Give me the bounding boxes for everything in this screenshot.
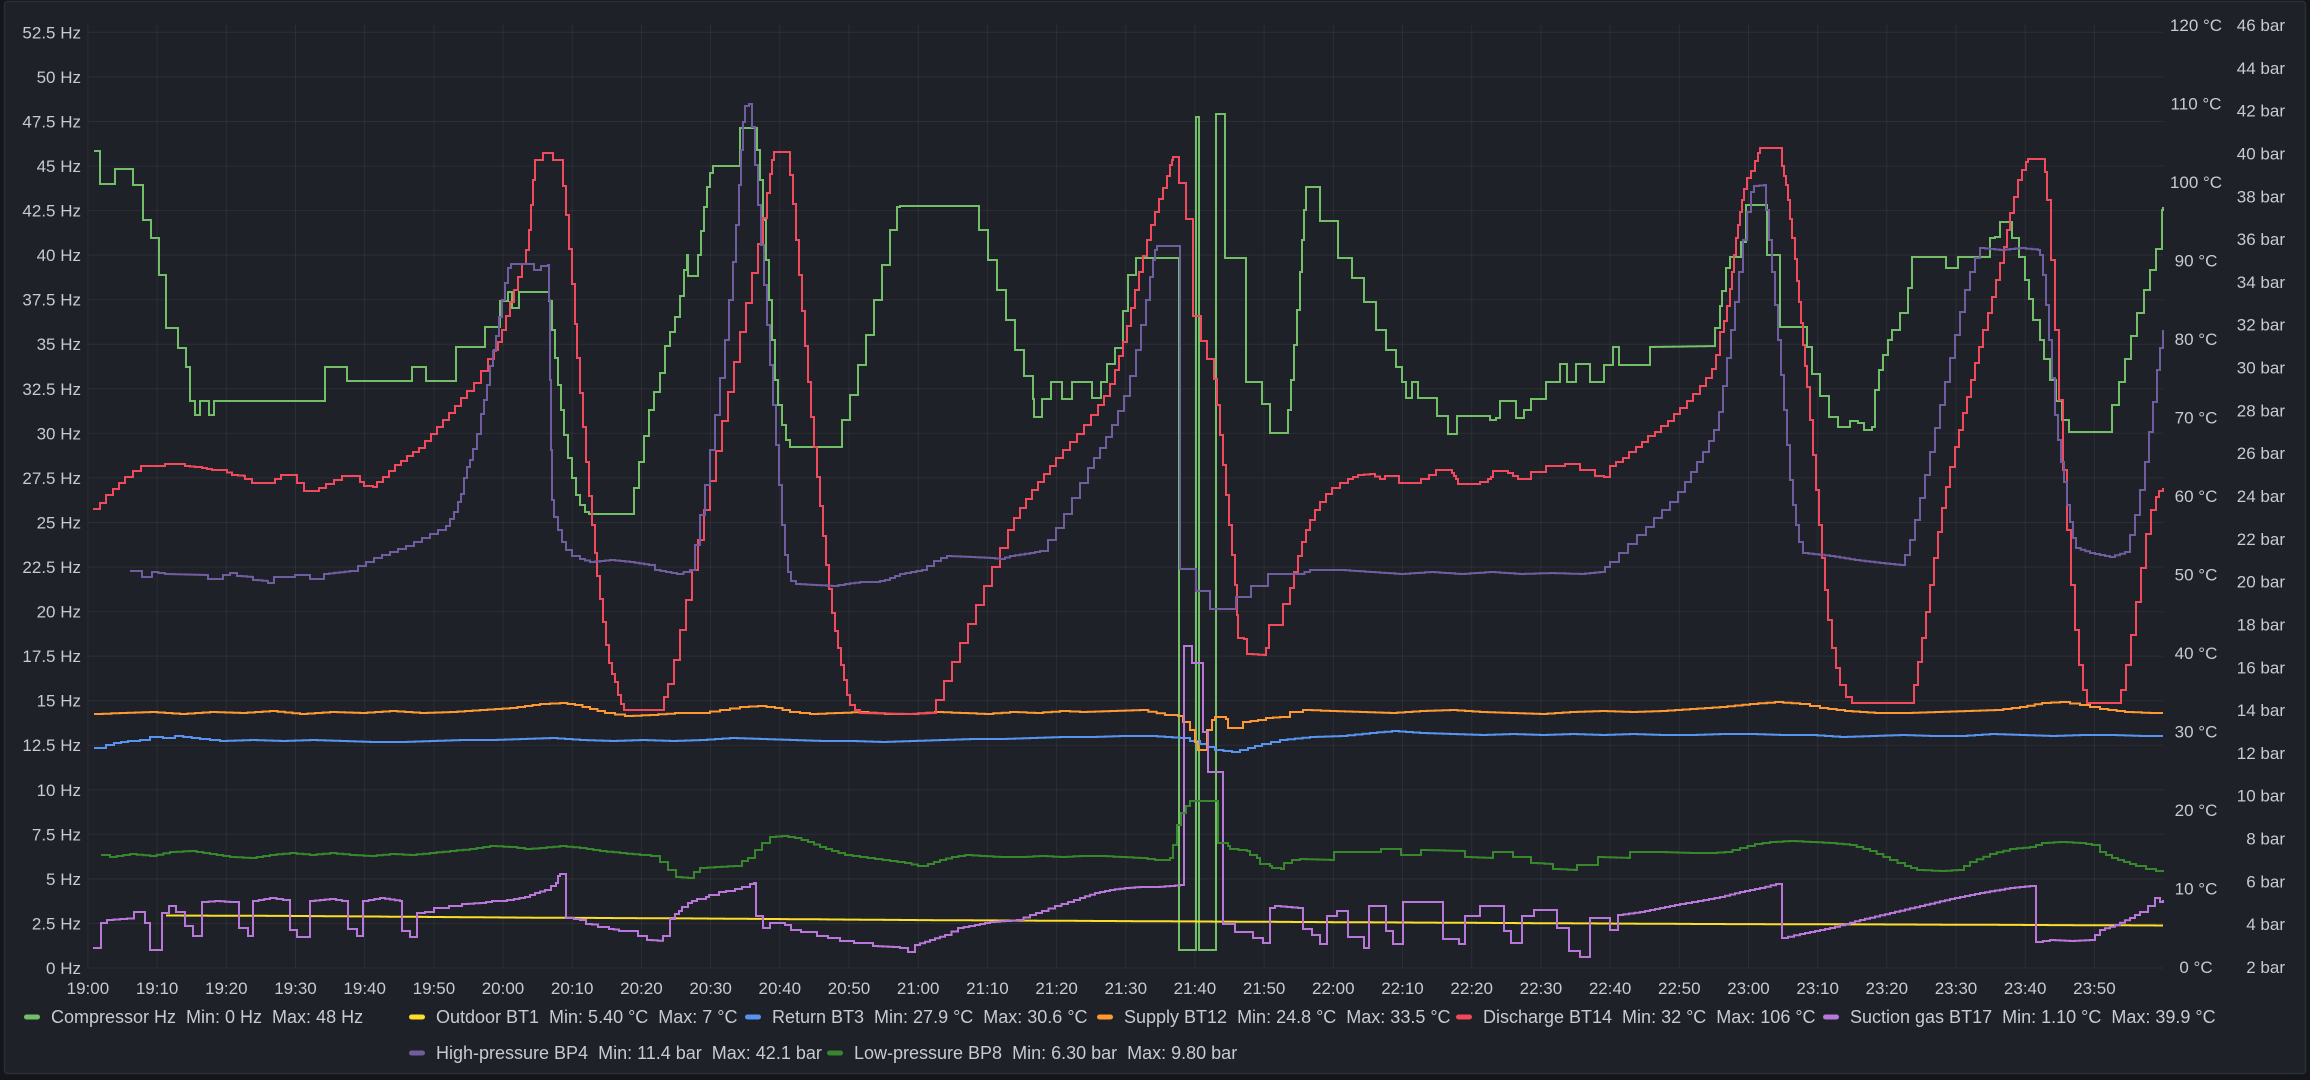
svg-text:40 bar: 40 bar: [2237, 145, 2286, 164]
svg-text:19:10: 19:10: [136, 979, 179, 998]
svg-text:28 bar: 28 bar: [2237, 401, 2286, 420]
svg-text:22:20: 22:20: [1450, 979, 1493, 998]
svg-text:60 °C: 60 °C: [2175, 487, 2218, 506]
svg-text:35 Hz: 35 Hz: [37, 335, 81, 354]
svg-text:0 Hz: 0 Hz: [46, 959, 81, 978]
svg-text:5 Hz: 5 Hz: [46, 870, 81, 889]
svg-text:22:10: 22:10: [1381, 979, 1424, 998]
svg-text:22:50: 22:50: [1658, 979, 1701, 998]
svg-text:2 bar: 2 bar: [2246, 958, 2285, 977]
svg-text:High-pressure BP4 Min: 11.4 b: High-pressure BP4 Min: 11.4 bar Max: 42.…: [436, 1043, 822, 1063]
svg-text:20 °C: 20 °C: [2175, 801, 2218, 820]
svg-text:21:10: 21:10: [966, 979, 1009, 998]
svg-text:22.5 Hz: 22.5 Hz: [22, 558, 81, 577]
svg-text:26 bar: 26 bar: [2237, 444, 2286, 463]
svg-text:19:50: 19:50: [413, 979, 456, 998]
svg-text:20:20: 20:20: [620, 979, 663, 998]
svg-text:4 bar: 4 bar: [2246, 915, 2285, 934]
svg-text:7.5 Hz: 7.5 Hz: [32, 825, 81, 844]
svg-text:Compressor Hz Min: 0 Hz Max:: Compressor Hz Min: 0 Hz Max: 48 Hz: [51, 1007, 363, 1027]
svg-text:30 Hz: 30 Hz: [37, 424, 81, 443]
svg-text:Low-pressure BP8 Min: 6.30 ba: Low-pressure BP8 Min: 6.30 bar Max: 9.80…: [854, 1043, 1237, 1063]
svg-text:15 Hz: 15 Hz: [37, 692, 81, 711]
svg-text:110 °C: 110 °C: [2171, 95, 2222, 114]
svg-text:Discharge BT14 Min: 32 °C Ma: Discharge BT14 Min: 32 °C Max: 106 °C: [1483, 1007, 1816, 1027]
svg-text:22 bar: 22 bar: [2237, 530, 2286, 549]
svg-text:10 bar: 10 bar: [2237, 787, 2286, 806]
svg-text:19:00: 19:00: [67, 979, 110, 998]
svg-text:40 Hz: 40 Hz: [37, 246, 81, 265]
svg-text:27.5 Hz: 27.5 Hz: [22, 469, 81, 488]
svg-text:Supply BT12 Min: 24.8 °C Max: Supply BT12 Min: 24.8 °C Max: 33.5 °C: [1124, 1007, 1451, 1027]
svg-text:22:00: 22:00: [1312, 979, 1355, 998]
svg-text:10 °C: 10 °C: [2175, 880, 2218, 899]
svg-text:20 Hz: 20 Hz: [37, 603, 81, 622]
svg-text:2.5 Hz: 2.5 Hz: [32, 914, 81, 933]
svg-text:30 bar: 30 bar: [2237, 359, 2286, 378]
svg-text:18 bar: 18 bar: [2237, 616, 2286, 635]
svg-text:20:40: 20:40: [759, 979, 802, 998]
svg-text:90 °C: 90 °C: [2175, 252, 2218, 271]
svg-text:32 bar: 32 bar: [2237, 316, 2286, 335]
svg-text:47.5 Hz: 47.5 Hz: [22, 113, 81, 132]
svg-text:20:10: 20:10: [551, 979, 594, 998]
svg-text:45 Hz: 45 Hz: [37, 157, 81, 176]
svg-text:23:40: 23:40: [2004, 979, 2047, 998]
svg-text:38 bar: 38 bar: [2237, 187, 2286, 206]
svg-text:21:20: 21:20: [1035, 979, 1078, 998]
svg-text:42 bar: 42 bar: [2237, 102, 2286, 121]
svg-text:Return BT3 Min: 27.9 °C Max:: Return BT3 Min: 27.9 °C Max: 30.6 °C: [772, 1007, 1088, 1027]
svg-text:16 bar: 16 bar: [2237, 658, 2286, 677]
svg-text:12 bar: 12 bar: [2237, 744, 2286, 763]
svg-text:100 °C: 100 °C: [2170, 173, 2222, 192]
svg-text:52.5 Hz: 52.5 Hz: [22, 23, 81, 42]
svg-text:23:00: 23:00: [1727, 979, 1770, 998]
svg-text:6 bar: 6 bar: [2246, 872, 2285, 891]
svg-text:120 °C: 120 °C: [2170, 16, 2222, 35]
svg-text:30 °C: 30 °C: [2175, 723, 2218, 742]
svg-text:20:00: 20:00: [482, 979, 525, 998]
svg-text:44 bar: 44 bar: [2237, 59, 2286, 78]
svg-text:37.5 Hz: 37.5 Hz: [22, 291, 81, 310]
svg-text:14 bar: 14 bar: [2237, 701, 2286, 720]
svg-text:80 °C: 80 °C: [2175, 330, 2218, 349]
svg-text:25 Hz: 25 Hz: [37, 514, 81, 533]
svg-text:46 bar: 46 bar: [2237, 16, 2286, 35]
svg-text:42.5 Hz: 42.5 Hz: [22, 202, 81, 221]
svg-text:20:30: 20:30: [689, 979, 732, 998]
svg-text:32.5 Hz: 32.5 Hz: [22, 380, 81, 399]
svg-text:8 bar: 8 bar: [2246, 830, 2285, 849]
svg-text:22:40: 22:40: [1589, 979, 1632, 998]
svg-text:21:40: 21:40: [1174, 979, 1217, 998]
svg-text:24 bar: 24 bar: [2237, 487, 2286, 506]
svg-text:70 °C: 70 °C: [2175, 409, 2218, 428]
svg-text:19:30: 19:30: [274, 979, 317, 998]
svg-text:0 °C: 0 °C: [2179, 958, 2212, 977]
svg-text:23:50: 23:50: [2073, 979, 2116, 998]
svg-text:20:50: 20:50: [828, 979, 871, 998]
svg-text:21:30: 21:30: [1105, 979, 1148, 998]
svg-text:21:50: 21:50: [1243, 979, 1286, 998]
svg-text:10 Hz: 10 Hz: [37, 781, 81, 800]
svg-text:20 bar: 20 bar: [2237, 573, 2286, 592]
svg-text:23:20: 23:20: [1866, 979, 1909, 998]
svg-text:36 bar: 36 bar: [2237, 230, 2286, 249]
svg-text:23:30: 23:30: [1935, 979, 1978, 998]
svg-text:22:30: 22:30: [1520, 979, 1563, 998]
svg-text:19:40: 19:40: [343, 979, 386, 998]
svg-text:23:10: 23:10: [1796, 979, 1839, 998]
svg-text:Outdoor BT1 Min: 5.40 °C Max: Outdoor BT1 Min: 5.40 °C Max: 7 °C: [436, 1007, 738, 1027]
svg-text:40 °C: 40 °C: [2175, 644, 2218, 663]
svg-text:50 °C: 50 °C: [2175, 566, 2218, 585]
svg-text:21:00: 21:00: [897, 979, 940, 998]
svg-text:12.5 Hz: 12.5 Hz: [22, 736, 81, 755]
svg-text:17.5 Hz: 17.5 Hz: [22, 647, 81, 666]
svg-text:50 Hz: 50 Hz: [37, 68, 81, 87]
svg-text:Suction gas BT17 Min: 1.10 °C: Suction gas BT17 Min: 1.10 °C Max: 39.9 …: [1850, 1007, 2216, 1027]
svg-text:19:20: 19:20: [205, 979, 248, 998]
svg-text:34 bar: 34 bar: [2237, 273, 2286, 292]
